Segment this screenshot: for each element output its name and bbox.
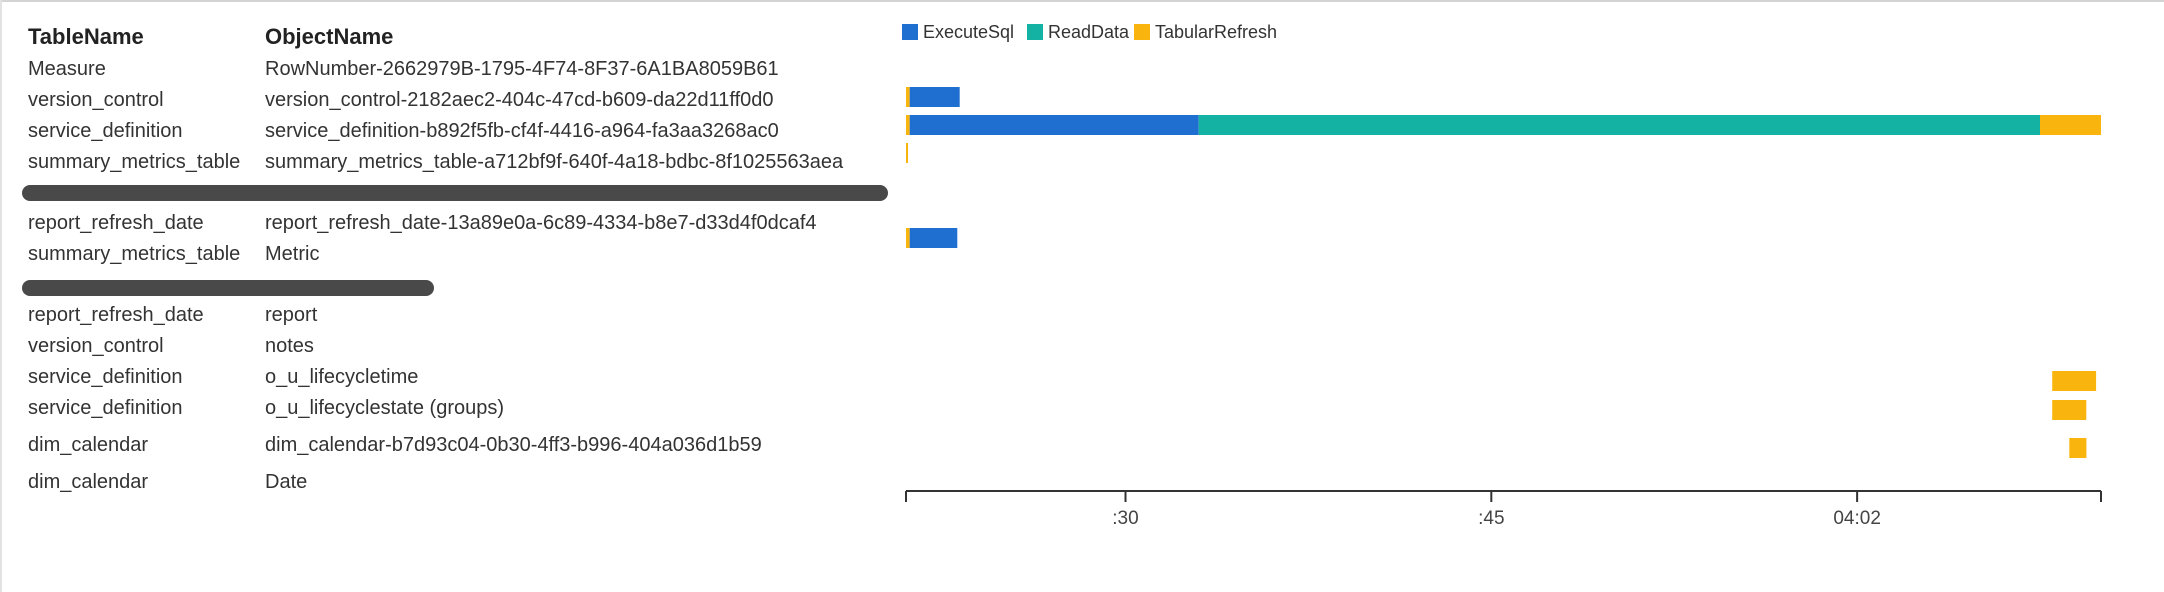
- bar-executesql-row-1[interactable]: [909, 87, 960, 107]
- cell-object-name: dim_calendar-b7d93c04-0b30-4ff3-b996-404…: [265, 434, 762, 456]
- bar-tabularrefresh-row-2[interactable]: [906, 115, 910, 135]
- bar-tabularrefresh-row-3[interactable]: [906, 143, 908, 163]
- table-row[interactable]: report_refresh_date report: [28, 304, 898, 335]
- bar-executesql-row-5[interactable]: [909, 228, 958, 248]
- cell-object-name: RowNumber-2662979B-1795-4F74-8F37-6A1BA8…: [265, 58, 779, 80]
- table-row[interactable]: report_refresh_date report_refresh_date-1…: [28, 212, 898, 243]
- window-top-border: [0, 0, 2164, 2]
- legend-label: ExecuteSql: [923, 22, 1015, 42]
- legend-swatch: [902, 24, 918, 40]
- table-row[interactable]: service_definition o_u_lifecycletime: [28, 366, 898, 397]
- redacted-content: [22, 185, 888, 201]
- cell-object-name: report: [265, 304, 318, 326]
- bar-tabularrefresh-row-12[interactable]: [2069, 438, 2087, 458]
- cell-object-name: Date: [265, 471, 308, 493]
- x-axis-tick-label: :45: [1478, 508, 1504, 529]
- bar-readdata-row-2[interactable]: [1198, 115, 2041, 135]
- cell-table-name: report_refresh_date: [28, 304, 204, 326]
- bar-tabularrefresh-row-10[interactable]: [2052, 371, 2097, 391]
- table-row[interactable]: [22, 181, 898, 212]
- cell-table-name: summary_metrics_table: [28, 243, 241, 265]
- cell-object-name: o_u_lifecyclestate (groups): [265, 397, 505, 419]
- cell-table-name: service_definition: [28, 366, 183, 388]
- legend-item[interactable]: TabularRefresh: [1134, 22, 1277, 43]
- cell-object-name: Metric: [265, 243, 320, 265]
- cell-table-name: dim_calendar: [28, 434, 149, 456]
- table-row[interactable]: summary_metrics_table summary_metrics_tab…: [28, 151, 898, 182]
- cell-object-name: summary_metrics_table-a712bf9f-640f-4a18…: [265, 151, 844, 173]
- legend-item[interactable]: ExecuteSql: [902, 22, 1014, 43]
- cell-object-name: notes: [265, 335, 314, 357]
- legend-label: ReadData: [1048, 22, 1130, 42]
- table-row[interactable]: [22, 274, 898, 305]
- bar-tabularrefresh-row-5[interactable]: [906, 228, 910, 248]
- bar-executesql-row-2[interactable]: [909, 115, 1199, 135]
- bar-tabularrefresh-row-1[interactable]: [906, 87, 910, 107]
- cell-object-name: service_definition-b892f5fb-cf4f-4416-a9…: [265, 120, 779, 142]
- cell-table-name: service_definition: [28, 397, 183, 419]
- table-row[interactable]: version_control notes: [28, 335, 898, 366]
- table-row[interactable]: dim_calendar dim_calendar-b7d93c04-0b30-4…: [28, 434, 898, 465]
- legend-label: TabularRefresh: [1155, 22, 1278, 42]
- x-axis-tick-label: :30: [1112, 508, 1138, 529]
- cell-object-name: report_refresh_date-13a89e0a-6c89-4334-b…: [265, 212, 817, 234]
- legend-swatch: [1027, 24, 1043, 40]
- table-row[interactable]: dim_calendar Date: [28, 471, 898, 502]
- table-row[interactable]: summary_metrics_table Metric: [28, 243, 898, 274]
- legend-swatch: [1134, 24, 1150, 40]
- redacted-content: [22, 280, 434, 296]
- table-row[interactable]: Measure RowNumber-2662979B-1795-4F74-8F37…: [28, 58, 898, 89]
- window-left-border: [0, 0, 2, 592]
- cell-table-name: version_control: [28, 89, 164, 111]
- cell-table-name: Measure: [28, 58, 106, 80]
- cell-table-name: report_refresh_date: [28, 212, 204, 234]
- cell-object-name: version_control-2182aec2-404c-47cd-b609-…: [265, 89, 774, 111]
- column-header-object-name[interactable]: ObjectName: [265, 24, 394, 49]
- table-row[interactable]: version_control version_control-2182aec2-…: [28, 89, 898, 120]
- x-axis-tick-label: 04:02: [1833, 508, 1881, 529]
- table-row[interactable]: service_definition o_u_lifecyclestate (gr…: [28, 397, 898, 428]
- cell-table-name: summary_metrics_table: [28, 151, 241, 173]
- column-header-table-name[interactable]: TableName: [28, 24, 144, 49]
- legend-item[interactable]: ReadData: [1027, 22, 1129, 43]
- cell-object-name: o_u_lifecycletime: [265, 366, 419, 388]
- cell-table-name: dim_calendar: [28, 471, 149, 493]
- cell-table-name: version_control: [28, 335, 164, 357]
- table-row[interactable]: service_definition service_definition-b89…: [28, 120, 898, 151]
- bar-tabularrefresh-row-2[interactable]: [2040, 115, 2101, 135]
- bar-tabularrefresh-row-11[interactable]: [2052, 400, 2087, 420]
- cell-table-name: service_definition: [28, 120, 183, 142]
